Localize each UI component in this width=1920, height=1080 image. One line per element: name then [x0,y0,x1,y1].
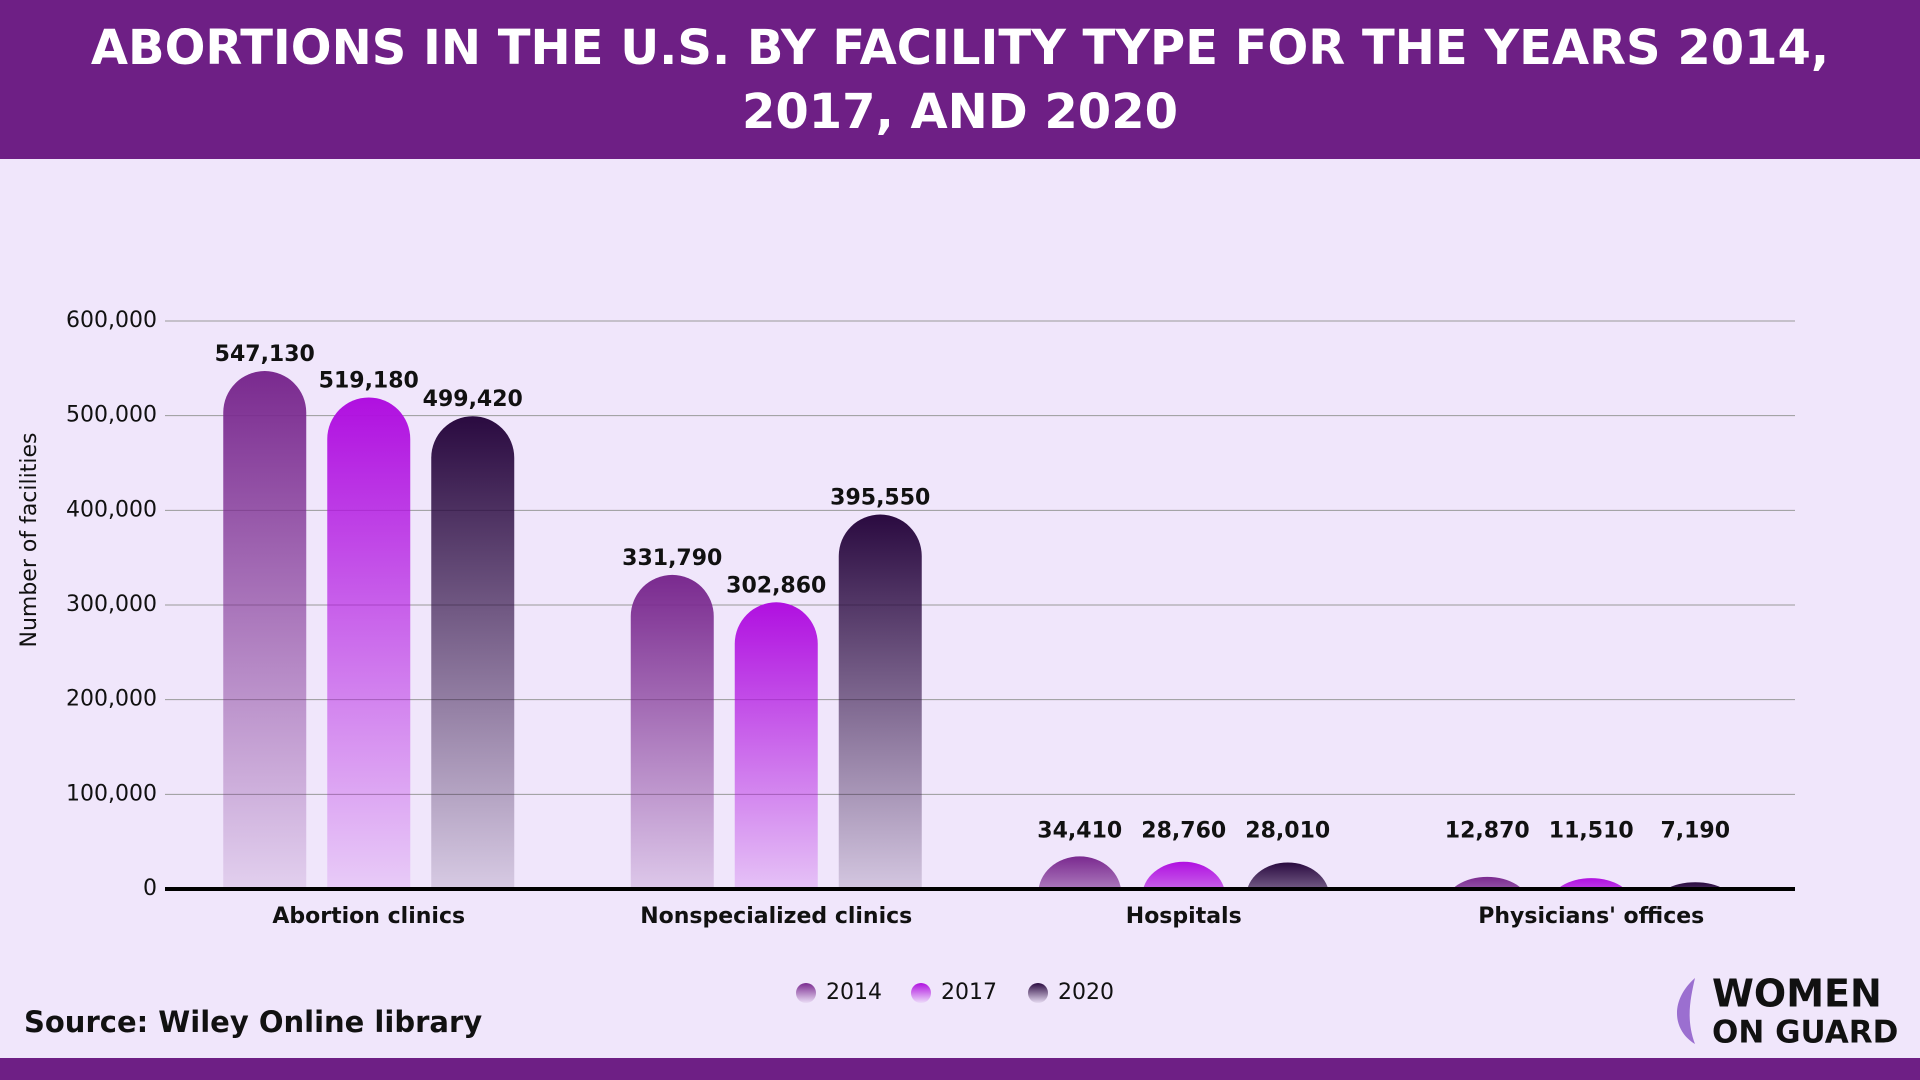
legend-swatch [911,983,931,1003]
legend-label: 2020 [1058,980,1114,1005]
y-tick-label: 600,000 [66,308,157,333]
legend-label: 2017 [941,980,997,1005]
bar [1038,856,1121,889]
value-label: 28,010 [1245,819,1330,844]
value-label: 395,550 [830,486,930,511]
header: ABORTIONS IN THE U.S. BY FACILITY TYPE F… [0,0,1920,159]
y-tick-label: 300,000 [66,592,157,617]
bar [630,574,714,889]
value-label: 331,790 [622,546,722,571]
value-label: 7,190 [1660,819,1730,844]
logo-icon [1676,978,1695,1044]
value-label: 34,410 [1037,819,1122,844]
value-label: 547,130 [215,342,315,367]
value-label: 519,180 [319,369,419,394]
legend-swatch [1028,983,1048,1003]
y-tick-label: 400,000 [66,497,157,522]
bar [1452,876,1523,889]
bar [838,514,922,889]
y-axis-label: Number of facilities [17,433,42,648]
bar [1247,862,1329,889]
chart: Number of facilities Source: Wiley Onlin… [17,308,1898,1051]
value-label: 499,420 [423,387,523,412]
value-label: 12,870 [1445,819,1530,844]
logo-text: WOMEN [1712,972,1882,1016]
bar [734,602,818,889]
value-label: 11,510 [1549,819,1634,844]
y-tick-label: 100,000 [66,781,157,806]
value-label: 28,760 [1141,819,1226,844]
bar [327,397,411,889]
footer-bar [0,1058,1920,1080]
y-tick-label: 500,000 [66,403,157,428]
legend-label: 2014 [826,980,882,1005]
source: Source: Wiley Online library [24,1005,482,1039]
bar [1143,861,1225,889]
y-tick-label: 200,000 [66,687,157,712]
value-label: 302,860 [726,573,826,598]
bars [223,371,1725,889]
bar [1557,878,1625,889]
chart-title: ABORTIONS IN THE U.S. BY FACILITY TYPE F… [90,19,1830,140]
x-tick-label: Nonspecialized clinics [640,904,912,929]
logo-text: ON GUARD [1712,1015,1898,1051]
bar [431,416,515,889]
x-tick-label: Hospitals [1126,904,1242,929]
x-tick-label: Abortion clinics [272,904,465,929]
legend-swatch [796,983,816,1003]
bar [223,371,307,889]
x-tick-label: Physicians' offices [1478,904,1704,929]
y-tick-label: 0 [143,876,157,901]
